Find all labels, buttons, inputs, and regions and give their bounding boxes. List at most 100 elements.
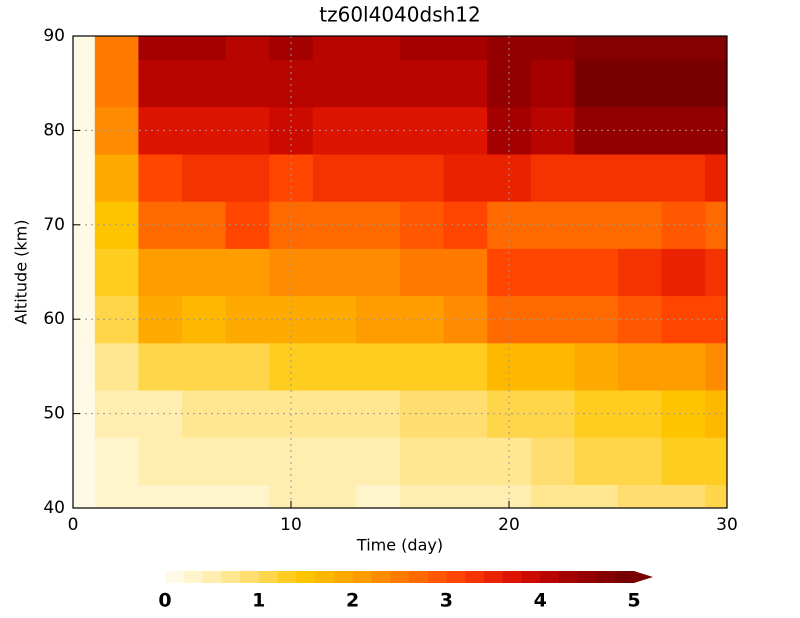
colorbar-tick-label: 4 [534,590,547,612]
colorbar-tick-label: 1 [252,590,265,612]
colorbar-box [371,571,391,583]
heatmap-cell [618,154,663,202]
heatmap-cell [269,106,314,155]
heatmap-cell [530,248,575,297]
heatmap-cell [705,484,727,508]
heatmap-cell [138,437,183,485]
heatmap-cell [661,248,706,297]
heatmap-cell [443,484,488,508]
heatmap-cell [312,154,357,202]
heatmap-cell [618,342,663,391]
heatmap-cell [312,484,357,508]
x-tick-label: 30 [716,515,738,535]
heatmap-cell [705,437,727,485]
heatmap-cell [182,36,227,61]
heatmap-cell [225,154,270,202]
heatmap-cell [574,59,619,108]
heatmap-cell [443,201,488,249]
colorbar-tick-label: 3 [440,590,453,612]
heatmap-cell [138,248,183,297]
colorbar-box [615,571,635,583]
heatmap-cell [269,154,314,202]
heatmap-cell [94,36,139,61]
heatmap-cell [73,106,96,155]
heatmap-cell [182,342,227,391]
heatmap-cell [574,484,619,508]
heatmap [73,36,727,508]
colorbar-box [483,571,503,583]
heatmap-cell [225,484,270,508]
colorbar-box [333,571,353,583]
heatmap-cell [312,248,357,297]
heatmap-cell [661,342,706,391]
colorbar-box [315,571,335,583]
colorbar-box [596,571,616,583]
heatmap-cell [138,59,183,108]
heatmap-cell [138,154,183,202]
colorbar-arrow [634,571,653,583]
colorbar-box [577,571,597,583]
heatmap-cell [661,437,706,485]
heatmap-cell [356,437,401,485]
heatmap-cell [356,201,401,249]
chart-title: tz60l4040dsh12 [319,3,480,27]
colorbar-box [521,571,541,583]
heatmap-cell [356,59,401,108]
heatmap-cell [73,59,96,108]
heatmap-cell [443,437,488,485]
heatmap-cell [356,154,401,202]
heatmap-cell [661,59,706,108]
x-axis-label: Time (day) [356,536,443,555]
heatmap-cell [618,484,663,508]
heatmap-cell [225,248,270,297]
heatmap-cell [225,437,270,485]
heatmap-cell [356,36,401,61]
heatmap-cell [356,342,401,391]
heatmap-cell [182,59,227,108]
heatmap-cell [618,437,663,485]
colorbar-box [183,571,203,583]
heatmap-cell [443,342,488,391]
heatmap-cell [400,484,445,508]
heatmap-cell [705,106,727,155]
colorbar-box [540,571,560,583]
heatmap-cell [73,484,96,508]
heatmap-cell [618,59,663,108]
plot-frame [72,35,728,509]
heatmap-cell [705,59,727,108]
heatmap-cell [269,484,314,508]
heatmap-cell [356,248,401,297]
y-tick-label: 50 [43,404,65,424]
heatmap-cell [73,437,96,485]
heatmap-cell [312,36,357,61]
colorbar-box [202,571,222,583]
heatmap-cell [661,36,706,61]
heatmap-cell [400,154,445,202]
heatmap-cell [530,342,575,391]
y-tick-label: 60 [43,309,65,329]
heatmap-cell [225,36,270,61]
heatmap-cell [530,36,575,61]
heatmap-cell [530,106,575,155]
heatmap-cell [530,437,575,485]
heatmap-cell [705,248,727,297]
heatmap-cell [356,295,401,344]
heatmap-cell [94,484,139,508]
colorbar-box [296,571,316,583]
heatmap-cell [312,59,357,108]
heatmap-cell [530,390,575,438]
heatmap-cell [705,390,727,438]
heatmap-cell [443,59,488,108]
heatmap-cell [530,484,575,508]
heatmap-cell [443,295,488,344]
y-tick-label: 90 [43,26,65,46]
heatmap-cell [618,248,663,297]
heatmap-cell [356,106,401,155]
heatmap-cell [400,59,445,108]
heatmap-cell [94,59,139,108]
heatmap-cell [94,342,139,391]
colorbar-box [502,571,522,583]
colorbar-box [221,571,241,583]
